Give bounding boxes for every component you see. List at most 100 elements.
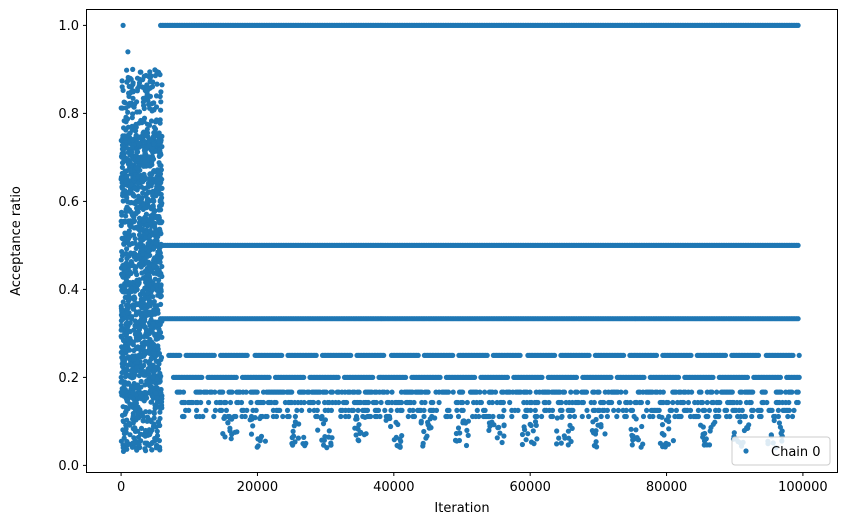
data-point	[329, 389, 336, 395]
data-point	[198, 399, 204, 406]
data-point	[393, 419, 399, 425]
data-point	[125, 205, 131, 211]
data-point	[355, 407, 361, 413]
data-point	[144, 333, 150, 339]
data-point	[273, 399, 279, 406]
data-point	[143, 307, 149, 313]
data-point	[586, 352, 592, 358]
data-point	[411, 413, 418, 420]
data-point	[130, 440, 136, 446]
data-point	[295, 435, 301, 441]
data-point	[124, 195, 130, 201]
data-point	[153, 436, 159, 442]
data-point	[154, 336, 160, 342]
data-point	[522, 427, 528, 433]
data-point	[497, 430, 503, 436]
data-point	[464, 427, 470, 433]
data-point	[405, 413, 411, 420]
data-point	[758, 407, 764, 413]
data-point	[532, 407, 538, 413]
data-point	[384, 389, 390, 395]
data-point	[156, 361, 162, 367]
data-point	[128, 270, 134, 277]
data-point	[659, 430, 665, 437]
data-point	[731, 430, 737, 436]
data-point	[301, 374, 307, 380]
data-point	[609, 399, 615, 406]
data-point	[122, 264, 128, 270]
data-point	[122, 289, 128, 295]
data-point	[137, 69, 143, 75]
data-point	[616, 399, 623, 406]
data-point	[559, 414, 565, 420]
data-point	[704, 399, 710, 406]
data-point	[639, 423, 645, 430]
data-point	[138, 238, 144, 244]
legend-box	[731, 436, 831, 466]
data-point	[149, 440, 155, 446]
data-point	[574, 389, 580, 395]
y-tick-label: 0.8	[58, 107, 79, 122]
data-point	[568, 438, 574, 445]
data-point	[456, 437, 462, 444]
data-point	[482, 407, 488, 413]
data-point	[153, 235, 159, 241]
data-point	[122, 188, 128, 194]
data-point	[135, 180, 141, 186]
y-axis: 0.0 0.2 0.4 0.6 0.8 1.0	[58, 19, 87, 474]
data-point	[131, 219, 137, 225]
data-point	[666, 418, 672, 425]
data-point	[144, 339, 150, 346]
data-point	[124, 310, 130, 316]
data-point	[127, 168, 133, 174]
y-tick-label: 0.6	[58, 195, 79, 210]
data-point	[410, 407, 416, 413]
data-point	[152, 331, 158, 337]
data-point	[665, 399, 671, 406]
data-point	[159, 263, 165, 270]
data-point	[153, 445, 160, 451]
data-point	[534, 436, 540, 442]
data-point	[490, 413, 496, 420]
data-point	[421, 407, 427, 413]
data-point	[373, 399, 379, 406]
data-point	[157, 120, 163, 126]
data-point	[157, 176, 163, 182]
data-point	[127, 432, 133, 438]
data-point	[630, 437, 636, 443]
data-point	[641, 374, 647, 380]
data-point	[744, 374, 751, 380]
data-point	[786, 407, 792, 413]
data-point	[348, 352, 354, 358]
data-point	[125, 49, 131, 55]
data-point	[284, 407, 291, 413]
data-point	[136, 337, 142, 343]
data-point	[795, 399, 801, 406]
data-point	[140, 190, 146, 196]
data-point	[769, 407, 775, 413]
data-point	[151, 245, 157, 251]
data-point	[199, 374, 205, 380]
data-point	[155, 419, 161, 425]
data-point	[130, 396, 136, 402]
data-point	[687, 407, 694, 413]
data-point	[220, 389, 226, 395]
data-point	[136, 109, 143, 115]
data-point	[523, 437, 529, 443]
data-point	[248, 431, 255, 437]
data-point	[133, 330, 139, 336]
data-point	[151, 415, 157, 421]
data-point	[139, 247, 145, 253]
data-point	[126, 229, 132, 235]
data-point	[421, 413, 427, 420]
data-point	[778, 430, 784, 436]
data-point	[595, 422, 601, 428]
data-point	[146, 176, 152, 182]
data-point	[665, 441, 672, 447]
data-point	[123, 348, 130, 354]
data-point	[737, 399, 743, 406]
data-point	[789, 389, 795, 395]
data-point	[153, 148, 159, 154]
data-point	[146, 248, 152, 254]
